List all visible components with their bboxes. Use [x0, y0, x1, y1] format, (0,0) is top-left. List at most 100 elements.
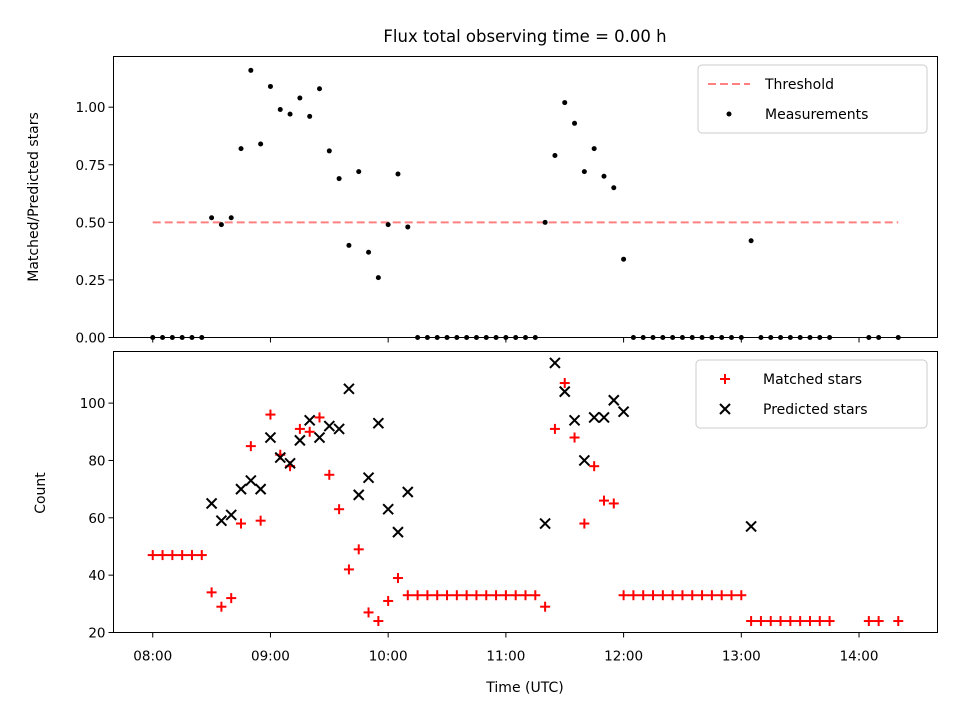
matched-star-point [236, 518, 247, 529]
predicted-star-point [235, 483, 247, 495]
x-tick-label: 12:00 [604, 649, 643, 665]
bottom-axes-frame [113, 351, 938, 633]
legend-measurements-swatch [726, 111, 732, 117]
predicted-star-point [745, 520, 757, 533]
matched-star-point [755, 616, 766, 627]
measurement-point [248, 67, 254, 73]
predicted-star-point [372, 417, 385, 429]
matched-star-point [451, 590, 462, 601]
predicted-star-point [284, 457, 296, 470]
matched-star-point [206, 587, 217, 598]
predicted-star-point [215, 514, 228, 527]
matched-star-point [461, 590, 472, 601]
legend-threshold-label: Threshold [764, 77, 834, 93]
predicted-star-point [549, 357, 561, 369]
matched-star-point [255, 515, 266, 526]
bottom-legend-box [695, 359, 928, 429]
matched-star-point [422, 590, 433, 601]
measurement-point [326, 148, 332, 154]
predicted-star-point [578, 454, 591, 467]
predicted-star-point [313, 431, 326, 444]
measurement-point [748, 238, 754, 244]
matched-star-point [608, 498, 619, 509]
matched-star-point [530, 590, 541, 601]
measurement-point [258, 141, 264, 147]
measurement-point [218, 222, 224, 228]
x-axis-label: Time (UTC) [485, 680, 563, 696]
x-tick-label: 13:00 [722, 649, 761, 665]
predicted-star-point [225, 509, 237, 521]
matched-star-point [157, 550, 168, 561]
predicted-star-point [353, 489, 365, 501]
matched-star-point [520, 590, 531, 601]
matched-star-point [314, 412, 325, 423]
measurement-point [405, 224, 411, 230]
x-tick-label: 08:00 [133, 649, 172, 665]
measurement-point [562, 100, 568, 106]
matched-star-point [795, 616, 806, 627]
matched-star-point [226, 593, 237, 604]
matched-star-point [294, 423, 305, 434]
matched-star-point [863, 616, 874, 627]
matched-star-point [559, 378, 570, 389]
matched-star-point [549, 423, 560, 434]
measurement-point [307, 113, 313, 119]
matched-star-point [245, 441, 256, 452]
measurement-point [611, 185, 617, 191]
matched-star-point [186, 550, 197, 561]
matched-star-point [569, 432, 580, 443]
matched-star-point [491, 590, 502, 601]
measurement-point [385, 222, 391, 228]
measurement-point [317, 86, 322, 92]
bottom-y-tick-label: 40 [88, 568, 105, 584]
measurement-point [346, 242, 352, 248]
legend-matched-swatch [720, 374, 730, 384]
matched-star-point [716, 590, 727, 601]
predicted-star-point [617, 406, 630, 418]
matched-star-point [177, 550, 188, 561]
matched-star-point [353, 544, 364, 555]
bottom-plot-area [147, 357, 904, 627]
measurement-point [542, 219, 548, 225]
matched-star-point [824, 616, 835, 627]
matched-star-point [667, 590, 678, 601]
measurement-point [336, 176, 342, 182]
matched-star-point [324, 469, 335, 480]
top-y-ticks: 0.00 0.25 0.50 0.75 1.00 [75, 100, 114, 347]
matched-star-point [363, 607, 374, 618]
matched-star-point [500, 590, 511, 601]
measurement-point [375, 275, 381, 281]
predicted-star-point [274, 451, 286, 464]
predicted-star-point [205, 497, 218, 510]
predicted-star-point [608, 394, 620, 406]
x-tick-label: 10:00 [369, 649, 408, 665]
matched-star-point [373, 616, 384, 627]
predicted-star-point [303, 414, 316, 427]
matched-star-point [540, 601, 551, 612]
matched-star-point [589, 461, 600, 472]
matched-star-point [334, 504, 345, 515]
matched-star-point [873, 616, 884, 627]
matched-star-point [579, 518, 590, 529]
bottom-y-ticks: 20 40 60 80 100 [80, 396, 114, 642]
measurement-point [287, 111, 293, 117]
bottom-y-tick-label: 20 [88, 626, 105, 642]
legend-matched-label: Matched stars [763, 372, 862, 388]
top-axes-frame [113, 56, 938, 338]
legend-predicted-label: Predicted stars [763, 402, 868, 418]
matched-star-point [765, 616, 776, 627]
top-y-tick-label: 0.25 [75, 273, 105, 289]
measurement-point [591, 146, 597, 152]
top-y-tick-label: 0.75 [75, 158, 105, 174]
measurement-point [395, 171, 401, 177]
matched-star-point [628, 590, 639, 601]
top-y-tick-label: 1.00 [75, 100, 105, 116]
measurement-point [356, 169, 362, 175]
matched-star-point [618, 590, 629, 601]
predicted-star-point [323, 420, 336, 432]
predicted-star-point [382, 503, 394, 515]
matched-star-point [216, 601, 227, 612]
matched-star-point [775, 616, 786, 627]
measurement-point [552, 153, 558, 159]
x-tick-label: 14:00 [840, 649, 879, 665]
